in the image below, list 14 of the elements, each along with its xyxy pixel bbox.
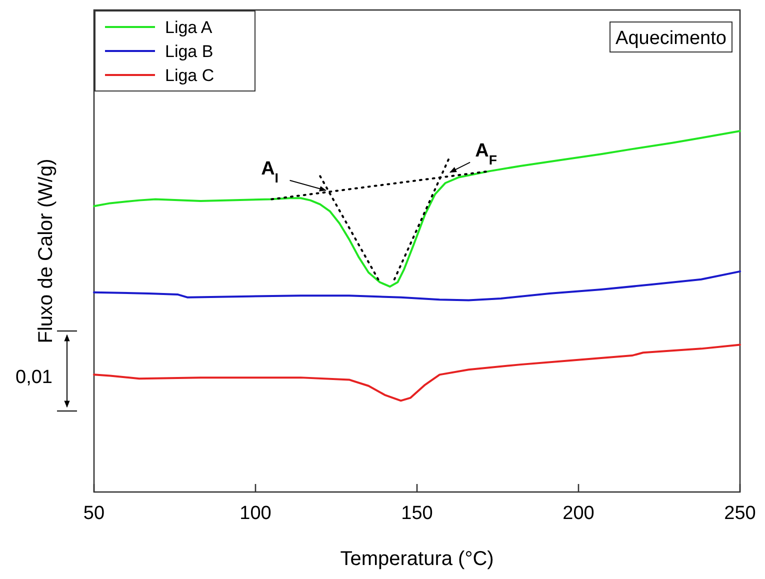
annotation: A$_{F}$: [475, 140, 497, 167]
x-tick-label: 50: [83, 503, 105, 524]
annotation: A$_{I}$: [261, 158, 279, 185]
y-axis-title: Fluxo de Calor (W/g): [35, 158, 57, 344]
x-tick-label: 100: [240, 503, 272, 524]
legend-label: Liga B: [165, 42, 214, 61]
x-axis-title: Temperatura (°C): [340, 548, 494, 570]
x-tick-label: 200: [562, 503, 594, 524]
legend-label: Liga C: [165, 66, 214, 85]
x-tick-label: 150: [401, 503, 433, 524]
legend-label: Liga A: [165, 18, 213, 37]
x-tick-label: 250: [724, 503, 756, 524]
text: Aquecimento: [616, 28, 726, 49]
text: 0,01: [16, 367, 52, 388]
